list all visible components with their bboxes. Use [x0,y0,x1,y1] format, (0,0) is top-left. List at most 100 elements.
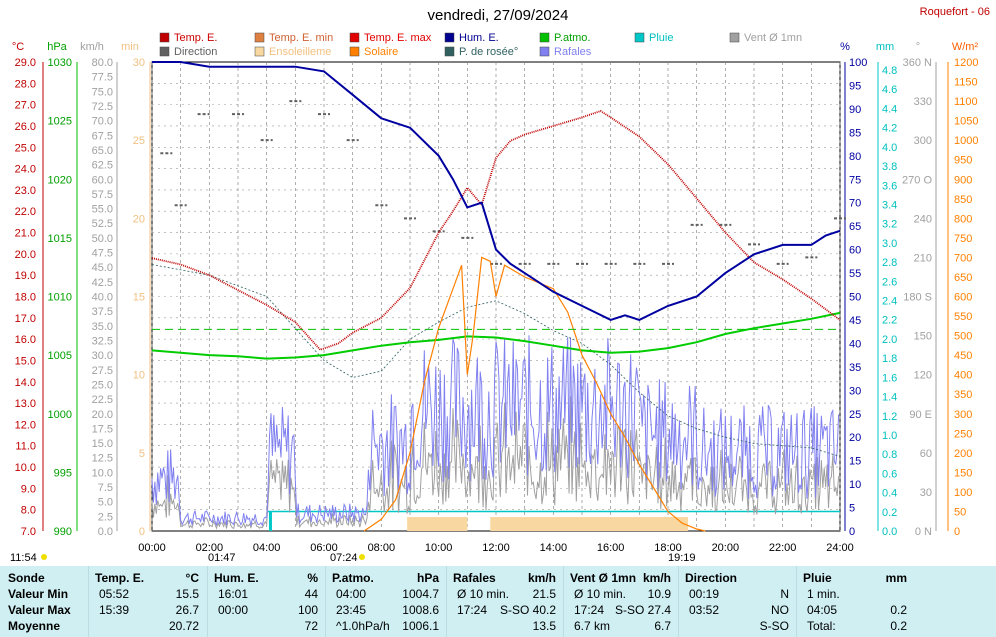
stats-cell-time: 17:24 [457,603,488,617]
minutes-tick-label: 0 [139,526,145,538]
sun-icon [359,554,365,560]
wind-tick-label: 60.0 [92,174,113,186]
rain-tick-label: 2.4 [882,296,897,308]
legend-swatch [254,46,265,57]
temp-tick-label: 27.0 [15,100,36,112]
temp-tick-label: 13.0 [15,398,36,410]
wind-tick-label: 67.5 [92,130,113,142]
stats-cell-value: 1004.7 [402,587,439,601]
pressure-tick-label: 1010 [48,292,72,304]
legend-item: Temp. E. max [364,32,432,44]
wind-tick-label: 57.5 [92,189,113,201]
solar-tick-label: 1100 [954,96,978,108]
stats-cell-value: S-SO 40.2 [499,603,556,617]
time-tick-label: 18:00 [654,542,682,554]
stats-cell-time: 6.7 km [574,619,611,633]
legend-item: Hum. E. [459,32,499,44]
stats-column: Temp. E. °C 05:52 15.5 15:39 26.7 20.72 [88,566,207,637]
temp-tick-label: 25.0 [15,142,36,154]
temp-tick-label: 15.0 [15,355,36,367]
pressure-tick-label: 1020 [48,174,72,186]
stats-cell-value: 100 [297,603,318,617]
stats-col-unit: % [307,571,318,585]
stats-cell-time: 23:45 [336,603,367,617]
humidity-tick-label: 5 [849,503,855,515]
solar-tick-label: 900 [954,174,972,186]
humidity-series [152,61,841,321]
pressure-tick-label: 1030 [48,57,72,69]
time-tick-label: 06:00 [310,542,338,554]
humidity-tick-label: 25 [849,409,861,421]
legend-item: Vent Ø 1mn [744,32,802,44]
humidity-tick-label: 75 [849,174,861,186]
solar-tick-label: 600 [954,292,972,304]
direction-tick-label: 360 N [903,57,932,69]
wind-tick-label: 32.5 [92,335,113,347]
temp-tick-label: 18.0 [15,292,36,304]
stats-cell-time: Ø 10 min. [574,587,627,601]
solar-tick-label: 300 [954,409,972,421]
time-tick-label: 16:00 [597,542,625,554]
rain-tick-label: 0.2 [882,507,897,519]
humidity-tick-label: 0 [849,526,855,538]
time-tick-label: 20:00 [712,542,740,554]
time-tick-label: 00:00 [138,542,166,554]
wind-tick-label: 77.5 [92,72,113,84]
stats-table: Sonde Valeur Min Valeur Max Moyenne Temp… [0,566,996,637]
rain-tick-label: 1.0 [882,430,897,442]
pressure-series [151,311,841,360]
stats-col-header: Direction [685,571,738,585]
stats-cell-value: 1006.1 [402,619,439,633]
wind-tick-label: 20.0 [92,409,113,421]
legend-swatch [159,32,170,43]
axis-unit-label: W/m² [952,41,979,53]
temp-tick-label: 12.0 [15,419,36,431]
solar-tick-label: 950 [954,155,972,167]
axis-unit-label: % [840,41,850,53]
humidity-tick-label: 80 [849,151,861,163]
stats-col-header: Temp. E. [95,571,145,585]
wind-tick-label: 17.5 [92,423,113,435]
solar-series [363,256,706,532]
axis-unit-label: min [121,41,139,53]
stats-col-unit: km/h [527,571,556,585]
wind-tick-label: 12.5 [92,453,113,465]
minutes-tick-label: 15 [133,292,145,304]
legend-swatch [444,46,455,57]
temp-tick-label: 29.0 [15,57,36,69]
rain-tick-label: 3.6 [882,180,897,192]
stats-cell-time: 04:00 [336,587,367,601]
time-tick-label: 22:00 [769,542,797,554]
direction-tick-label: 30 [920,487,932,499]
wind-tick-label: 55.0 [92,204,113,216]
solar-tick-label: 450 [954,350,972,362]
minutes-tick-label: 30 [133,57,145,69]
stats-cell-time: 1 min. [807,587,840,601]
sunshine-bar [490,517,689,531]
solar-tick-label: 850 [954,194,972,206]
legend-item: Temp. E. [174,32,217,44]
humidity-tick-label: 85 [849,127,861,139]
stats-cell-value: 0.2 [890,603,907,617]
temp-tick-label: 14.0 [15,377,36,389]
temp-tick-label: 24.0 [15,164,36,176]
sunshine-bar [407,517,468,531]
humidity-tick-label: 20 [849,432,861,444]
time-tick-label: 14:00 [540,542,568,554]
legend-item: Direction [174,46,217,58]
pressure-tick-label: 1025 [48,116,72,128]
temp-tick-label: 26.0 [15,121,36,133]
wind-tick-label: 15.0 [92,438,113,450]
temp-tick-label: 16.0 [15,334,36,346]
stats-cell-time: Ø 10 min. [457,587,510,601]
wind-tick-label: 62.5 [92,160,113,172]
stats-col-header: Vent Ø 1mn [570,571,637,585]
temp-tick-label: 8.0 [21,505,36,517]
pressure-tick-label: 995 [54,467,72,479]
minutes-tick-label: 25 [133,135,145,147]
legend-swatch [444,32,455,43]
rain-tick-label: 3.4 [882,199,897,211]
stats-cell-value: N [780,587,789,601]
time-tick-label: 10:00 [425,542,453,554]
solar-tick-label: 750 [954,233,972,245]
